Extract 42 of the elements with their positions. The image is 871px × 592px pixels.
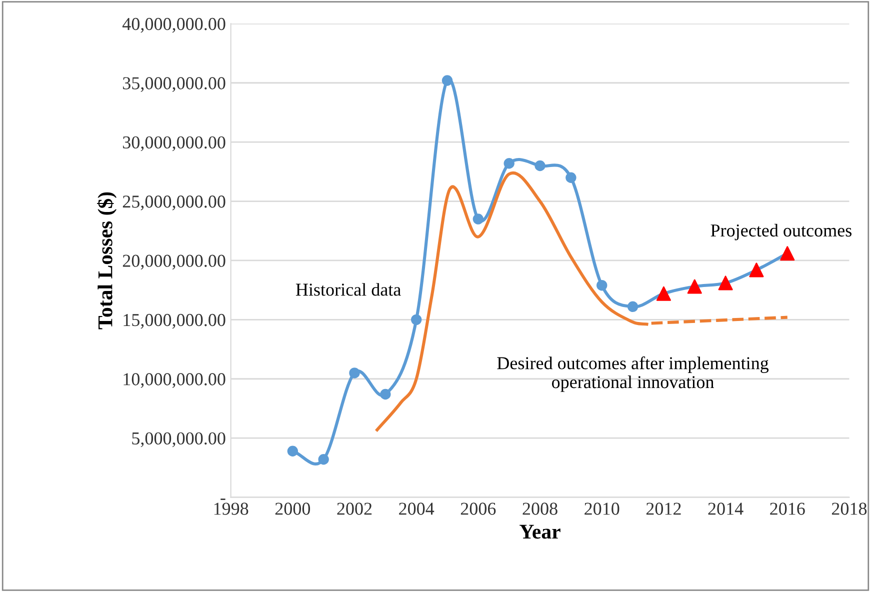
y-tick-label: 40,000,000.00 (122, 18, 226, 33)
annotation: Historical data (296, 283, 401, 296)
y-axis-title: Total Losses ($) (97, 192, 117, 330)
x-axis-title: Year (520, 524, 560, 539)
x-tick-label: 2016 (770, 502, 805, 515)
point (749, 262, 764, 278)
point (566, 172, 576, 183)
y-tick-label: 10,000,000.00 (124, 373, 226, 388)
x-tick-label: 2014 (708, 502, 744, 515)
x-tick-label: 2012 (646, 502, 681, 515)
point (472, 214, 484, 224)
y-tick-label: 15,000,000.00 (124, 314, 226, 329)
x-tick-label: 2000 (275, 502, 310, 515)
y-tick-label: 35,000,000.00 (123, 77, 226, 92)
x-tick-label: 2004 (399, 502, 434, 515)
y-tick-label: 5,000,000.00 (132, 432, 226, 448)
point (718, 276, 733, 290)
point (596, 280, 608, 291)
point (287, 446, 298, 456)
point (380, 388, 391, 400)
y-tick-label: 25,000,000.00 (122, 196, 226, 210)
point (442, 75, 453, 86)
point (780, 246, 795, 261)
y-tick-label: - (220, 498, 226, 500)
annotation: Projected outcomes (710, 224, 852, 240)
point (627, 301, 638, 312)
y-tick-label: 30,000,000.00 (123, 136, 226, 152)
point (349, 368, 360, 378)
y-tick-label: 20,000,000.00 (122, 254, 226, 270)
x-tick-label: 2008 (522, 502, 558, 515)
point (318, 454, 329, 465)
x-tick-label: 1998 (214, 502, 248, 515)
point (656, 286, 671, 301)
x-tick-label: 2010 (584, 502, 620, 515)
annotation: Desired outcomes after implementing operational innovation (497, 356, 769, 392)
point (534, 160, 546, 172)
point (410, 314, 422, 326)
x-tick-label: 2018 (832, 502, 867, 515)
x-tick-label: 2006 (460, 502, 496, 515)
x-tick-label: 2002 (337, 502, 372, 515)
point (687, 279, 702, 294)
point (504, 158, 514, 169)
